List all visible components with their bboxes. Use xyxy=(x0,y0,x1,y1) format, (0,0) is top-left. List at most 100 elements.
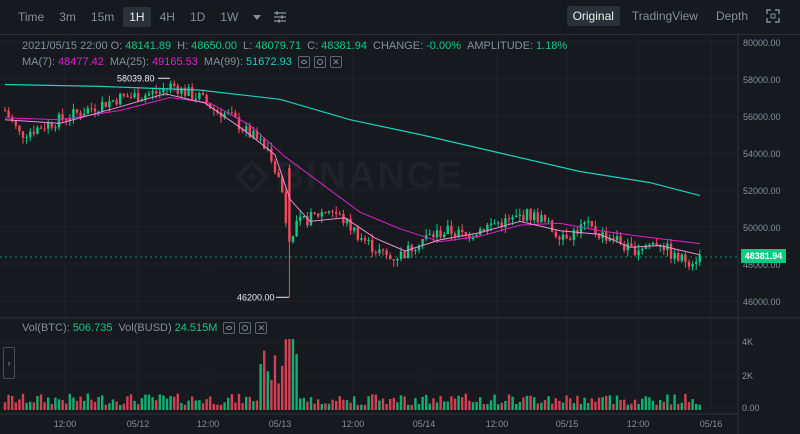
view-depth[interactable]: Depth xyxy=(715,9,748,23)
interval-1h[interactable]: 1H xyxy=(123,7,151,27)
candle-body xyxy=(245,126,248,132)
vol-btc-label: Vol(BTC): xyxy=(22,322,70,334)
candle-body xyxy=(540,215,543,223)
volume-bar xyxy=(198,400,201,410)
open-value: 48141.89 xyxy=(125,40,172,52)
candle-body xyxy=(497,222,500,224)
fullscreen-icon[interactable] xyxy=(766,9,780,23)
ma25-label: MA(25): xyxy=(109,56,150,68)
time-button[interactable]: Time xyxy=(18,10,45,24)
volume-bar xyxy=(443,401,446,410)
time-axis-label: 05/16 xyxy=(700,419,723,429)
close-value: 48381.94 xyxy=(321,40,368,52)
candle-body xyxy=(623,243,626,251)
candle-body xyxy=(695,262,698,264)
high-annotation-label: 58039.80 xyxy=(117,73,155,83)
volume-bar xyxy=(392,397,395,410)
candle-body xyxy=(367,239,370,241)
chart-toolbar: Time 3m 15m 1H 4H 1D 1W Original Trading… xyxy=(0,0,800,34)
volume-bar xyxy=(669,404,673,410)
low-annotation-label: 46200.00 xyxy=(237,292,275,302)
candle-body xyxy=(263,138,266,149)
interval-4h[interactable]: 4H xyxy=(159,10,175,24)
volume-bar xyxy=(57,399,61,410)
candle-body xyxy=(515,215,518,218)
ohlc-legend: 2021/05/15 22:00 O: 48141.89 H: 48650.00 L… xyxy=(22,40,573,52)
candle-body xyxy=(205,94,208,104)
interval-15m[interactable]: 15m xyxy=(90,10,115,24)
volume-bar xyxy=(162,395,165,410)
vol-settings-gear-icon[interactable] xyxy=(239,322,252,334)
candle-body xyxy=(39,127,43,129)
volume-bar xyxy=(389,399,392,410)
volume-bar xyxy=(461,397,464,410)
candle-body xyxy=(57,114,61,128)
side-panel-toggle-icon[interactable]: › xyxy=(3,347,15,379)
volume-bar xyxy=(432,398,435,410)
candle-body xyxy=(410,245,413,252)
candle-body xyxy=(371,239,374,253)
candle-body xyxy=(108,100,111,108)
volume-bar xyxy=(115,401,118,410)
vol-visibility-eye-icon[interactable] xyxy=(223,322,236,334)
interval-1d[interactable]: 1D xyxy=(189,10,206,24)
ma99-label: MA(99): xyxy=(203,56,244,68)
volume-bar xyxy=(569,398,572,410)
volume-bar xyxy=(507,394,511,410)
candle-body xyxy=(655,242,658,246)
interval-more-dropdown-icon[interactable] xyxy=(253,14,262,20)
ma7-value: 48477.42 xyxy=(58,56,104,68)
candle-body xyxy=(457,229,460,237)
indicator-settings-icon[interactable] xyxy=(273,10,287,24)
candle-body xyxy=(270,148,273,162)
volume-bar xyxy=(597,397,601,410)
volume-bar xyxy=(288,339,291,410)
volume-bar xyxy=(504,400,507,410)
interval-1w[interactable]: 1W xyxy=(220,10,239,24)
candle-body xyxy=(342,213,345,224)
volume-bar xyxy=(673,394,676,410)
candle-body xyxy=(554,231,557,237)
volume-bar xyxy=(353,396,356,410)
candle-body xyxy=(378,249,381,254)
interval-3m[interactable]: 3m xyxy=(59,10,76,24)
candle-body xyxy=(605,232,608,241)
volume-bar xyxy=(518,401,521,410)
candle-body xyxy=(317,213,320,217)
volume-bar xyxy=(259,364,262,410)
amplitude-label: AMPLITUDE: xyxy=(467,40,534,52)
candle-body xyxy=(90,108,93,110)
candle-body xyxy=(507,218,511,220)
volume-bar xyxy=(281,365,284,410)
vol-close-icon[interactable]: ✕ xyxy=(255,322,268,334)
volume-bar xyxy=(522,397,525,410)
current-price-tag: 48381.94 xyxy=(741,249,786,263)
change-label: CHANGE: xyxy=(373,40,424,52)
volume-bar xyxy=(291,339,295,410)
candle-body xyxy=(234,112,237,118)
volume-bar xyxy=(662,401,665,410)
candle-body xyxy=(443,234,446,238)
volume-bar xyxy=(11,396,14,410)
candle-body xyxy=(133,93,136,98)
volume-bar xyxy=(543,400,547,410)
volume-bar xyxy=(338,396,341,410)
candle-body xyxy=(147,93,151,96)
ma-visibility-eye-icon[interactable] xyxy=(297,56,310,68)
ma25-line xyxy=(4,96,701,245)
ma-close-icon[interactable]: ✕ xyxy=(329,56,342,68)
view-original[interactable]: Original xyxy=(566,6,620,26)
ma99-value: 51672.93 xyxy=(246,56,292,68)
volume-bar xyxy=(414,397,417,410)
candle-body xyxy=(115,100,118,105)
volume-bar xyxy=(363,404,367,410)
volume-bar xyxy=(183,404,187,410)
candle-body xyxy=(151,91,154,94)
candle-body xyxy=(169,83,172,89)
volume-bar xyxy=(471,402,475,410)
volume-bar xyxy=(79,396,82,410)
view-tradingview[interactable]: TradingView xyxy=(631,9,698,23)
ma-settings-gear-icon[interactable] xyxy=(313,56,326,68)
candle-body xyxy=(353,227,356,231)
